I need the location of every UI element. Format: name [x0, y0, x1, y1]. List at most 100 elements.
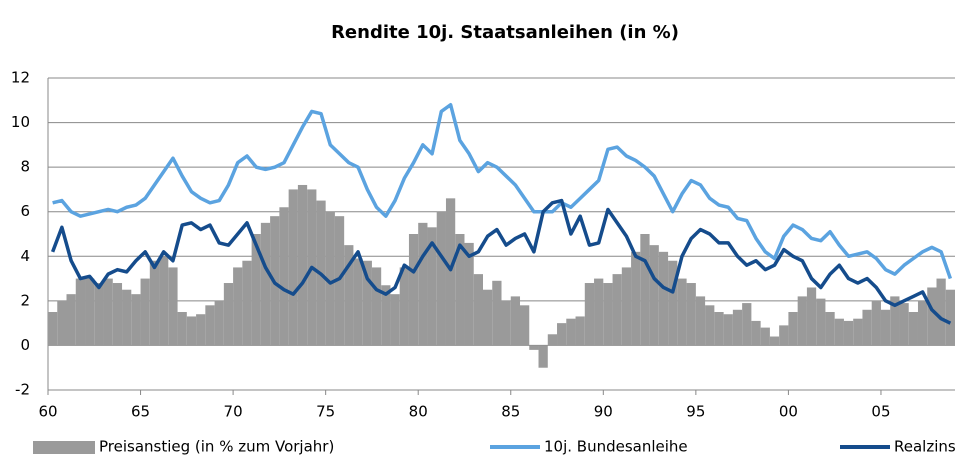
bar — [936, 278, 946, 346]
bar — [806, 287, 817, 346]
bar — [279, 207, 289, 346]
bar — [705, 305, 715, 346]
bar — [362, 260, 372, 346]
bar — [408, 234, 419, 346]
legend-label: Realzins — [894, 438, 956, 456]
bar — [75, 278, 86, 346]
bar — [260, 222, 271, 346]
bar — [908, 312, 918, 346]
bar — [603, 283, 613, 346]
bar — [714, 312, 724, 346]
bar — [760, 327, 770, 346]
bar — [381, 285, 391, 346]
y-tick-label: -2 — [15, 381, 30, 399]
bar — [834, 318, 844, 346]
bar — [686, 283, 696, 346]
y-tick-label: 0 — [20, 336, 30, 354]
bar — [649, 245, 659, 346]
bar — [492, 280, 502, 346]
bar — [131, 294, 141, 346]
bar — [445, 198, 456, 346]
bar — [196, 314, 206, 346]
bar — [140, 278, 150, 346]
bar — [566, 318, 576, 346]
x-tick-label: 65 — [131, 403, 150, 421]
bar — [899, 303, 909, 346]
x-tick-label: 80 — [409, 403, 428, 421]
legend-label: 10j. Bundesanleihe — [544, 438, 688, 456]
bar — [890, 296, 900, 346]
bar — [695, 296, 706, 346]
bar — [288, 189, 298, 346]
bar — [594, 278, 604, 346]
bar — [779, 325, 789, 346]
bar — [917, 300, 928, 346]
bar — [788, 312, 798, 346]
bar — [242, 260, 252, 346]
bar — [658, 251, 669, 346]
bar — [732, 309, 743, 346]
bar — [473, 274, 483, 346]
y-tick-label: 4 — [20, 247, 30, 265]
bar — [529, 345, 539, 350]
y-tick-label: 2 — [20, 291, 30, 309]
bar — [233, 267, 243, 346]
bar — [871, 300, 881, 346]
bar — [677, 278, 687, 346]
bar — [325, 211, 335, 346]
bar — [122, 289, 132, 346]
bar — [399, 267, 409, 346]
x-tick-label: 00 — [779, 403, 798, 421]
bar — [547, 334, 558, 346]
bar — [945, 289, 955, 346]
bar — [862, 309, 872, 346]
x-tick-label: 75 — [316, 403, 335, 421]
bar — [723, 314, 733, 346]
bar — [436, 211, 446, 346]
bar — [223, 283, 234, 346]
bar — [94, 283, 104, 346]
bar — [843, 320, 854, 346]
bar — [149, 260, 160, 346]
bar — [621, 267, 632, 346]
bar — [640, 234, 650, 346]
bar — [455, 234, 465, 346]
line-series — [50, 198, 952, 325]
x-tick-label: 05 — [871, 403, 890, 421]
legend-label: Preisanstieg (in % zum Vorjahr) — [99, 438, 334, 456]
bar — [57, 300, 67, 346]
bar — [66, 294, 76, 346]
bar — [390, 294, 400, 346]
bar — [186, 316, 197, 346]
bar — [797, 296, 807, 346]
y-tick-label: 8 — [20, 158, 30, 176]
bar — [482, 289, 493, 346]
legend-swatch — [33, 441, 95, 454]
bar — [927, 287, 937, 346]
bar — [538, 345, 548, 368]
bar — [168, 267, 178, 346]
bar — [159, 256, 169, 346]
bar — [501, 300, 511, 346]
bar — [177, 312, 187, 346]
x-tick-label: 90 — [594, 403, 613, 421]
bar — [205, 305, 215, 346]
bar — [631, 251, 641, 346]
bar — [85, 278, 95, 346]
bar — [520, 305, 530, 346]
x-tick-label: 85 — [501, 403, 520, 421]
bar — [816, 298, 826, 346]
bar — [742, 303, 752, 346]
y-tick-label: 12 — [11, 69, 30, 87]
bar — [853, 318, 863, 346]
bar — [769, 336, 780, 346]
bar — [880, 309, 891, 346]
x-tick-label: 70 — [224, 403, 243, 421]
bar — [112, 283, 123, 346]
line-series — [52, 102, 953, 280]
bar — [584, 283, 595, 346]
bar — [297, 184, 308, 346]
bar — [344, 245, 354, 346]
bar — [334, 216, 345, 346]
